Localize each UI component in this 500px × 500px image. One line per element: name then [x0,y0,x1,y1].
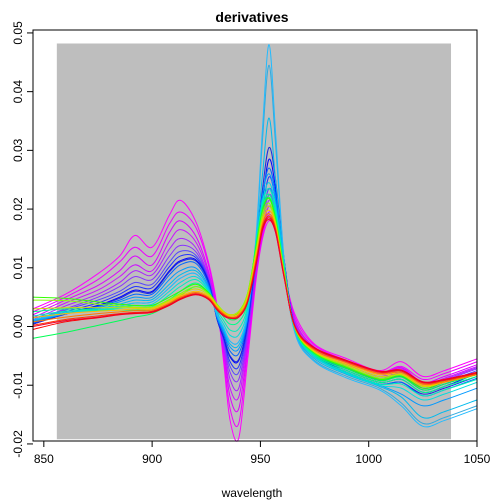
series-line-24 [32,213,478,386]
y-tick-label-5: 0.03 [11,138,25,162]
y-tick-label-2: 0.00 [11,315,25,339]
y-tick-label-0: -0.02 [11,430,25,458]
series-line-18 [32,193,478,393]
y-tick-label-3: 0.01 [11,256,25,280]
x-tick-label-900: 900 [142,452,162,466]
series-line-23 [32,209,478,387]
series-line-13 [32,117,478,419]
x-tick-label-1000: 1000 [355,452,382,466]
y-tick-label-7: 0.05 [11,21,25,45]
plot-frame [32,29,478,442]
y-tick-label-4: 0.02 [11,197,25,221]
series-line-1 [32,199,478,442]
chart-title: derivatives [215,9,288,25]
x-tick-label-850: 850 [34,452,54,466]
series-line-27 [32,217,478,384]
series-line-15 [32,44,478,428]
x-tick-label-950: 950 [250,452,270,466]
y-tick-label-6: 0.04 [11,80,25,104]
series-line-22 [32,205,478,388]
x-tick-label-1050: 1050 [464,452,491,466]
y-tick-label-1: -0.01 [11,371,25,399]
x-axis-label: wavelength [221,486,283,500]
shaded-region [56,43,452,440]
